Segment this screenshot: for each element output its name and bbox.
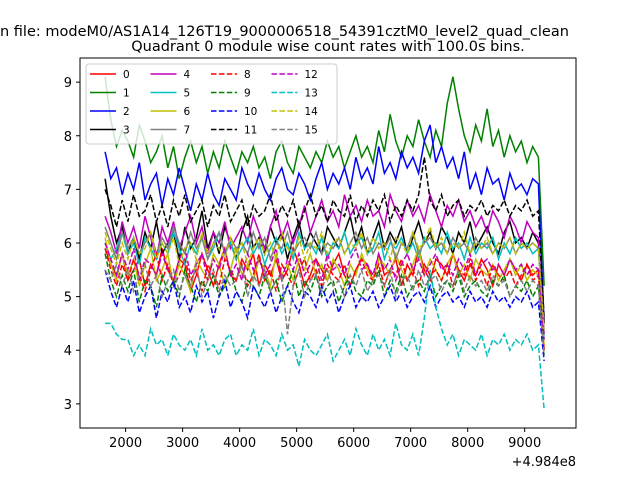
legend-label: 13 bbox=[305, 88, 318, 100]
legend-label: 8 bbox=[244, 69, 251, 81]
x-tick-label: 2000 bbox=[109, 436, 142, 451]
legend-label: 4 bbox=[184, 69, 191, 81]
series-line-9 bbox=[104, 253, 545, 356]
x-tick-label: 7000 bbox=[394, 436, 427, 451]
legend-label: 2 bbox=[123, 106, 130, 118]
x-tick-label: 6000 bbox=[337, 436, 370, 451]
y-tick-label: 6 bbox=[64, 237, 72, 252]
x-tick-label: 4000 bbox=[223, 436, 256, 451]
legend-box bbox=[85, 63, 338, 145]
legend-label: 12 bbox=[305, 69, 318, 81]
legend-label: 1 bbox=[123, 88, 130, 100]
y-tick-label: 9 bbox=[64, 76, 72, 91]
legend-label: 9 bbox=[244, 88, 251, 100]
series-lines bbox=[104, 76, 545, 410]
x-tick-label: 9000 bbox=[508, 436, 541, 451]
legend-label: 3 bbox=[123, 125, 130, 137]
series-line-10 bbox=[104, 269, 545, 362]
plot-frame bbox=[79, 57, 577, 429]
legend-label: 7 bbox=[184, 125, 191, 137]
y-tick-label: 3 bbox=[64, 398, 72, 413]
legend-label: 0 bbox=[123, 69, 130, 81]
chart-title: Quadrant 0 module wise count rates with … bbox=[131, 39, 525, 55]
series-line-15 bbox=[104, 261, 545, 356]
legend-label: 15 bbox=[305, 125, 318, 137]
x-offset-label: +4.984e8 bbox=[512, 455, 576, 470]
y-tick-label: 8 bbox=[64, 130, 72, 145]
series-line-2 bbox=[104, 124, 545, 324]
x-tick-label: 5000 bbox=[280, 436, 313, 451]
series-line-14 bbox=[104, 224, 545, 329]
axis-ticks: 2000 3000 4000 5000 6000 7000 8000 9000 3 4 5 6 7 8 9 bbox=[64, 76, 542, 451]
series-line-13 bbox=[105, 269, 545, 410]
legend-label: 5 bbox=[184, 88, 191, 100]
y-tick-label: 7 bbox=[64, 183, 72, 198]
figure-suptitle: n file: modeM0/AS1A14_126T19_9000006518_… bbox=[0, 24, 569, 40]
series-line-12 bbox=[104, 242, 545, 340]
legend-label: 11 bbox=[244, 125, 257, 137]
legend-label: 10 bbox=[244, 106, 257, 118]
x-tick-label: 8000 bbox=[451, 436, 484, 451]
x-tick-label: 3000 bbox=[166, 436, 199, 451]
series-line-11 bbox=[104, 157, 545, 319]
legend-label: 6 bbox=[184, 106, 191, 118]
y-tick-label: 5 bbox=[64, 291, 72, 306]
legend-label: 14 bbox=[305, 106, 319, 118]
y-tick-label: 4 bbox=[64, 344, 72, 359]
